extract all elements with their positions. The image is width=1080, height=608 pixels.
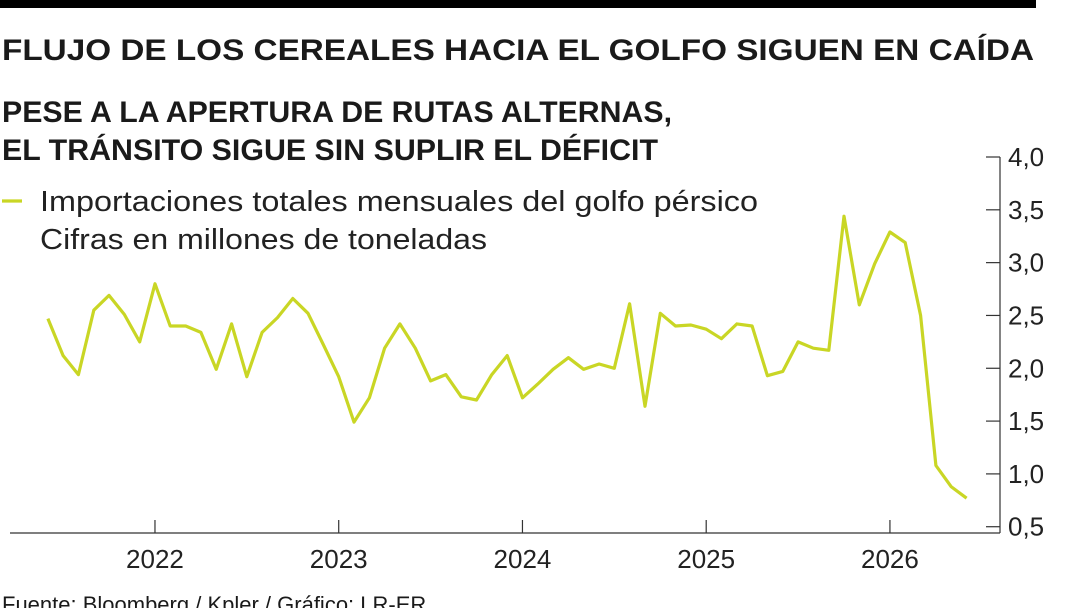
data-line [46,214,968,500]
axis-label: Cifras en millones de toneladas [40,224,487,256]
y-tick-label: 4,0 [1008,142,1044,172]
x-tick-label: 2025 [677,544,735,574]
y-tick-label: 2,5 [1008,300,1044,330]
top-bar [0,0,1036,8]
legend-label: Importaciones totales mensuales del golf… [40,186,758,218]
y-tick-label: 1,0 [1008,459,1044,489]
x-tick-label: 2023 [310,544,368,574]
source: Fuente: Bloomberg / Kpler / Gráfico: LR-… [2,592,426,608]
chart-subtitle: PESE A LA APERTURA DE RUTAS ALTERNAS, [2,96,672,129]
x-tick-label: 2024 [494,544,552,574]
y-tick-label: 1,5 [1008,406,1044,436]
y-tick-label: 3,5 [1008,195,1044,225]
x-tick-label: 2022 [126,544,184,574]
x-tick-label: 2026 [861,544,919,574]
chart-subtitle: EL TRÁNSITO SIGUE SIN SUPLIR EL DÉFICIT [2,133,658,167]
chart-title: FLUJO DE LOS CEREALES HACIA EL GOLFO SIG… [2,33,1034,67]
y-tick-label: 3,0 [1008,248,1044,278]
y-tick-label: 2,0 [1008,353,1044,383]
y-tick-label: 0,5 [1008,512,1044,542]
